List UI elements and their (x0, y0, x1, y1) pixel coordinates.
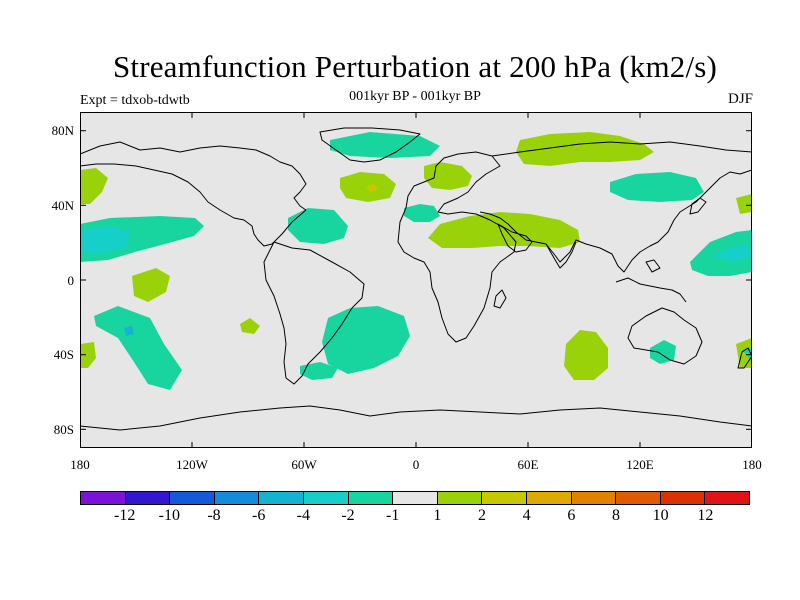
anomaly-region (80, 226, 130, 254)
plot-subtitle: 001kyr BP - 001kyr BP (349, 89, 481, 104)
map-svg (80, 112, 752, 448)
lon-label: 60E (517, 457, 539, 472)
map-panel (80, 112, 752, 448)
coastline (319, 127, 421, 163)
coastline (397, 151, 517, 343)
anomaly-region (428, 212, 580, 248)
colorbar-label: -1 (385, 507, 400, 524)
colorbar-label: 1 (433, 507, 442, 524)
colorbar-label: 8 (612, 507, 620, 524)
anomaly-region (366, 184, 378, 192)
anomaly-region (330, 132, 440, 158)
anomaly-region (564, 330, 608, 380)
plot-title: Streamfunction Perturbation at 200 hPa (… (112, 49, 718, 84)
anomaly-region (240, 318, 260, 334)
colorbar-label: -8 (207, 507, 221, 524)
colorbar-swatch (81, 492, 126, 504)
colorbar-swatch (303, 492, 349, 504)
colorbar-swatch (393, 492, 438, 504)
lat-label: 80S (53, 422, 74, 437)
colorbar-swatch (616, 492, 661, 504)
colorbar-swatch (437, 492, 483, 504)
colorbar-swatch (348, 492, 394, 504)
colorbar-label: -10 (158, 507, 180, 524)
colorbar-swatch (125, 492, 171, 504)
colorbar-label: 12 (697, 507, 714, 524)
coastline (479, 141, 752, 273)
anomaly-region (300, 362, 338, 380)
anomaly-region (610, 172, 704, 202)
colorbar-swatch (705, 492, 749, 504)
colorbar-label: -4 (296, 507, 310, 524)
coastlines (80, 127, 752, 431)
coastline (645, 259, 661, 273)
anomaly-region (80, 168, 108, 204)
coastline (493, 289, 507, 309)
colorbar-label: -2 (341, 507, 355, 524)
colorbar-label: 4 (522, 507, 531, 524)
colorbar-swatch (660, 492, 706, 504)
anomaly-region (132, 268, 170, 302)
coastline (737, 347, 752, 369)
lon-label: 60W (291, 457, 317, 472)
axis-ticks (80, 112, 752, 448)
coastline (627, 307, 703, 365)
coastline (80, 141, 307, 247)
anomaly-region (124, 326, 134, 336)
streamfunction-fill (80, 132, 752, 390)
coastline (263, 241, 365, 385)
colorbar-label: -6 (251, 507, 266, 524)
experiment-label: Expt = tdxob-tdwtb (80, 93, 190, 108)
coastline (615, 277, 687, 303)
ocean-background (80, 112, 752, 448)
lat-label: 40N (51, 198, 74, 213)
anomaly-region (516, 132, 654, 166)
anomaly-region (80, 342, 96, 368)
anomaly-region (404, 204, 440, 222)
colorbar-label: -12 (113, 507, 136, 524)
anomaly-region (288, 208, 348, 244)
lon-label: 180 (70, 457, 90, 472)
colorbar-swatch (170, 492, 215, 504)
colorbar-swatch (571, 492, 617, 504)
lon-label: 0 (412, 457, 420, 472)
coastline (689, 197, 707, 215)
coastline (497, 223, 533, 253)
anomaly-region (714, 244, 752, 262)
colorbar (80, 491, 750, 505)
colorbar-label: 2 (478, 507, 486, 524)
lon-label: 180 (742, 457, 762, 472)
colorbar-swatch (526, 492, 572, 504)
colorbar-label: 6 (567, 507, 576, 524)
lon-label: 120W (176, 457, 208, 472)
lat-label: 80N (51, 123, 74, 138)
colorbar-swatch (259, 492, 304, 504)
anomaly-region (736, 194, 752, 214)
coastline (545, 241, 577, 269)
lat-label: 40S (53, 347, 74, 362)
colorbar-swatch (214, 492, 260, 504)
lat-label: 0 (67, 273, 75, 288)
colorbar-swatch (482, 492, 527, 504)
lon-label: 120E (626, 457, 654, 472)
coastline (80, 405, 752, 431)
anomaly-region (94, 306, 182, 390)
colorbar-label: 10 (652, 507, 669, 524)
anomaly-region (650, 340, 676, 364)
season-label: DJF (727, 91, 753, 107)
anomaly-region (322, 306, 410, 374)
